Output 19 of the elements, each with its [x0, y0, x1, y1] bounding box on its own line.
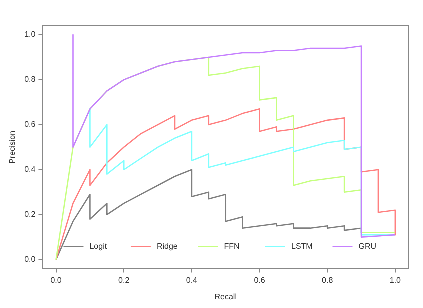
y-tick-label: 0.0 — [24, 255, 36, 264]
x-tick-label: 0.2 — [118, 276, 130, 285]
y-axis-title: Precision — [8, 130, 18, 164]
legend-label: LSTM — [291, 242, 314, 252]
y-tick-label: 1.0 — [24, 30, 36, 40]
legend-label: FFN — [224, 242, 240, 252]
x-tick-label: 0.0 — [50, 276, 62, 285]
y-tick-label: 0.4 — [24, 165, 36, 174]
legend-label: GRU — [358, 242, 377, 252]
x-axis-title: Recall — [214, 292, 238, 302]
y-tick-label: 0.8 — [24, 75, 36, 84]
x-tick-label: 0.8 — [322, 276, 334, 285]
y-tick-label: 0.6 — [24, 120, 36, 130]
x-tick-label: 1.0 — [390, 276, 402, 285]
y-tick-label: 0.2 — [24, 210, 36, 220]
legend-label: Logit — [90, 242, 108, 252]
legend-label: Ridge — [156, 242, 178, 252]
x-tick-label: 0.4 — [186, 276, 198, 285]
x-tick-label: 0.6 — [254, 276, 266, 285]
